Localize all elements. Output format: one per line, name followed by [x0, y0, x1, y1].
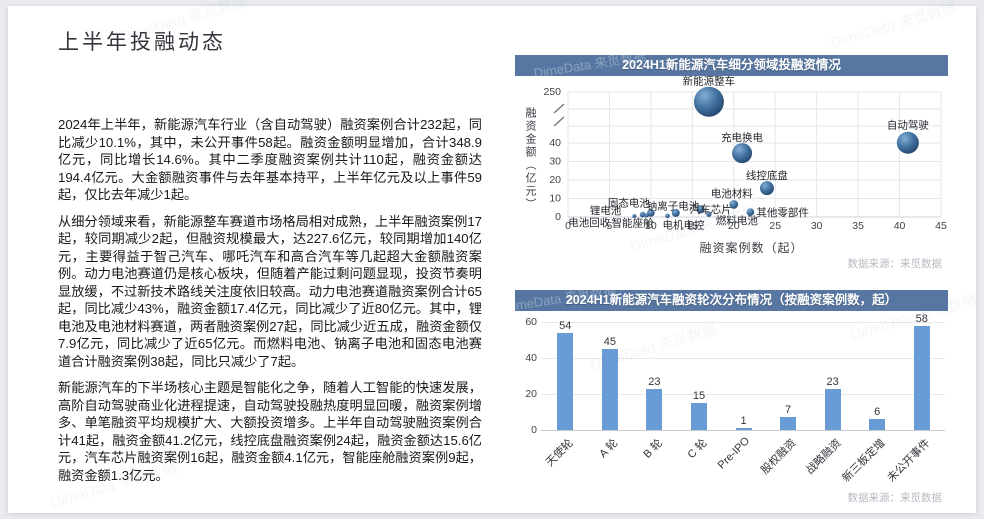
bar [869, 419, 886, 430]
bar [557, 332, 574, 430]
category-label: 股权融资 [759, 437, 799, 477]
body-text: 2024年上半年，新能源汽车行业（含自动驾驶）融资案例合计232起，同比减少10… [58, 116, 482, 493]
category-label: Pre-IPO [715, 435, 752, 472]
svg-text:充电换电: 充电换电 [721, 131, 763, 144]
bar [824, 388, 841, 430]
bar-slot: 23 [810, 311, 855, 430]
bar-slot: 54 [543, 311, 588, 430]
paragraph-segments: 从细分领域来看，新能源整车赛道市场格局相对成熟，上半年融资案例17起，较同期减少… [58, 213, 482, 369]
svg-text:0: 0 [565, 220, 571, 232]
y-tick-label: 0 [531, 424, 537, 436]
page-title: 上半年投融动态 [58, 31, 226, 54]
bar [780, 417, 797, 430]
bar-chart-title: 2024H1新能源汽车融资轮次分布情况（按融资案例数，起） [515, 290, 948, 311]
bubble-chart-card: 2024H1新能源汽车细分领域投融资情况 0 5 10 15 20 25 30 35 40 45 2… [515, 48, 948, 271]
category-labels: 天使轮 A 轮 B 轮 C 轮 Pre-IPO 股权融资 战略融资 新三板定增 未公开事件 [543, 433, 944, 485]
svg-text:电机电控: 电机电控 [662, 219, 704, 232]
bar-value-label: 6 [874, 406, 881, 419]
bar [646, 388, 663, 430]
category-label: 新三板定增 [840, 437, 888, 485]
bar-value-label: 45 [603, 336, 616, 348]
svg-text:固态电池: 固态电池 [608, 197, 650, 210]
svg-text:自动驾驶: 自动驾驶 [887, 119, 929, 132]
svg-text:30: 30 [811, 220, 823, 232]
svg-text:钠离子电池: 钠离子电池 [647, 200, 700, 213]
svg-text:45: 45 [935, 220, 947, 232]
svg-text:其他零部件: 其他零部件 [756, 206, 809, 219]
svg-text:新能源整车: 新能源整车 [683, 76, 736, 88]
svg-text:40: 40 [894, 220, 906, 232]
gridline [541, 394, 945, 395]
category-label: 天使轮 [544, 437, 576, 469]
bar-chart-card: 2024H1新能源汽车融资轮次分布情况（按融资案例数，起） 0 20 40 60 54 4… [503, 282, 948, 509]
bar-slot: 7 [766, 311, 811, 430]
bar [735, 428, 752, 430]
bar-chart-plot: 0 20 40 60 54 45 23 15 1 7 23 6 58 天使轮 A 轮 B 轮 C 轮 Pre-IP… [515, 311, 948, 489]
bar-value-label: 1 [740, 415, 747, 428]
bar-value-label: 7 [785, 404, 792, 417]
category-label: 未公开事件 [884, 437, 933, 485]
watermark: DimeData 来觅数据 [828, 0, 959, 52]
category-label: A 轮 [597, 437, 621, 461]
paragraph-overview: 2024年上半年，新能源汽车行业（含自动驾驶）融资案例合计232起，同比减少10… [58, 117, 482, 202]
bar-value-label: 54 [559, 319, 572, 332]
gridline [541, 430, 945, 431]
svg-text:0: 0 [555, 211, 561, 223]
bar-slot: 45 [588, 311, 633, 430]
bar [601, 349, 618, 430]
svg-text:40: 40 [549, 137, 561, 149]
bubble-chart-plot: 0 5 10 15 20 25 30 35 40 45 250 40 30 20 10 0 新能源整车自动驾驶充… [543, 76, 947, 232]
svg-text:10: 10 [549, 193, 561, 205]
svg-text:35: 35 [852, 220, 864, 232]
bar-slot: 6 [855, 311, 900, 430]
bar-slot: 15 [677, 311, 722, 430]
svg-text:5: 5 [607, 220, 613, 232]
category-label: B 轮 [641, 437, 665, 461]
bar-value-label: 23 [648, 375, 661, 388]
svg-text:燃料电池: 燃料电池 [716, 214, 758, 227]
data-source-note: 数据来源：来觅数据 [847, 258, 943, 270]
svg-text:线控底盘: 线控底盘 [746, 169, 788, 182]
bubble-chart-y-axis-label: 融资金额（亿元） [524, 107, 536, 211]
bar-value-label: 15 [692, 390, 706, 402]
gridline [541, 322, 945, 323]
svg-text:20: 20 [728, 220, 740, 232]
bar-value-label: 23 [826, 375, 839, 388]
category-label: C 轮 [685, 437, 710, 462]
bar [690, 403, 707, 430]
bar-slot: 1 [721, 311, 766, 430]
svg-text:15: 15 [686, 220, 698, 232]
report-page: 上半年投融动态 2024年上半年，新能源汽车行业（含自动驾驶）融资案例合计232… [8, 0, 979, 513]
gridline [541, 358, 945, 359]
bubble-chart-x-axis-label: 融资案例数（起） [699, 241, 804, 255]
svg-text:25: 25 [769, 220, 781, 232]
bar-slot: 58 [900, 311, 945, 430]
bar-value-label: 58 [915, 312, 928, 325]
svg-text:电池回收: 电池回收 [568, 216, 610, 229]
paragraph-intelligence: 新能源汽车的下半场核心主题是智能化之争，随着人工智能的快速发展，高阶自动驾驶商业… [58, 380, 482, 483]
data-source-note: 数据来源：来觅数据 [847, 492, 943, 504]
y-tick-label: 20 [525, 388, 537, 400]
category-label: 战略融资 [803, 437, 844, 477]
svg-text:锂电池: 锂电池 [590, 204, 622, 217]
svg-text:汽车芯片: 汽车芯片 [690, 203, 732, 216]
svg-text:30: 30 [549, 156, 561, 168]
svg-text:智能座舱: 智能座舱 [612, 216, 654, 229]
svg-text:250: 250 [543, 86, 561, 98]
y-tick-label: 40 [525, 352, 537, 364]
y-tick-label: 60 [525, 316, 537, 328]
svg-text:电池材料: 电池材料 [711, 187, 753, 200]
bar [913, 325, 930, 430]
bubble-chart-title: 2024H1新能源汽车细分领域投融资情况 [515, 55, 948, 76]
svg-text:20: 20 [549, 174, 561, 186]
bars-container: 54 45 23 15 1 7 23 6 58 [543, 311, 944, 430]
bar-slot: 23 [632, 311, 677, 430]
svg-text:10: 10 [645, 220, 657, 232]
